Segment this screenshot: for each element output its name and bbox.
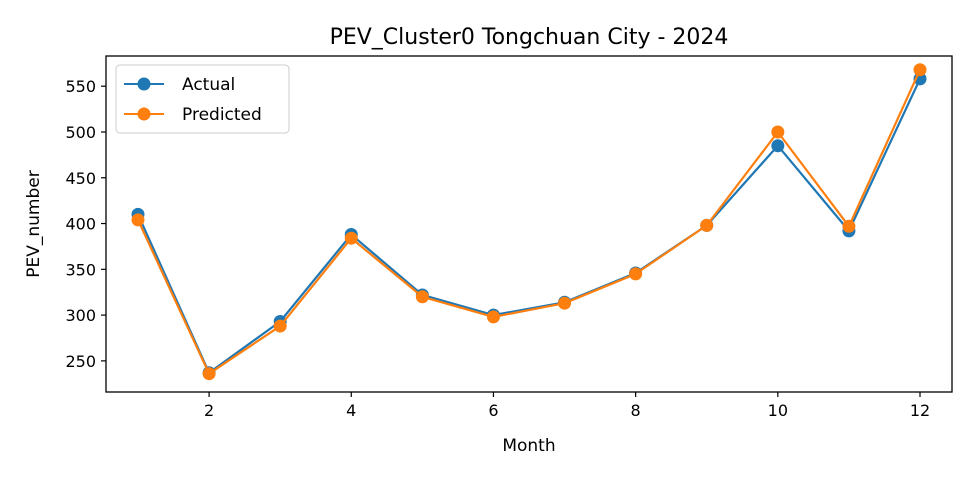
data-point-actual	[771, 139, 785, 153]
data-point-predicted	[558, 296, 572, 310]
y-tick-label: 450	[65, 169, 96, 188]
y-tick-label: 250	[65, 352, 96, 371]
y-tick-label: 500	[65, 123, 96, 142]
data-point-predicted	[771, 125, 785, 139]
data-point-predicted	[842, 219, 856, 233]
data-point-predicted	[273, 319, 287, 333]
y-tick-label: 350	[65, 260, 96, 279]
x-axis-label: Month	[502, 436, 555, 456]
legend-marker-actual	[137, 77, 151, 91]
data-point-predicted	[913, 63, 927, 77]
legend: Actual Predicted	[115, 64, 290, 134]
data-point-predicted	[131, 213, 145, 227]
data-point-predicted	[344, 231, 358, 245]
x-tick-label: 4	[346, 401, 356, 420]
data-point-predicted	[202, 367, 216, 381]
x-tick-label: 12	[910, 401, 930, 420]
data-point-predicted	[486, 310, 500, 324]
series-line-actual	[136, 78, 922, 374]
plot-area	[131, 63, 927, 381]
legend-frame	[115, 64, 290, 134]
legend-label-predicted: Predicted	[182, 105, 262, 125]
legend-marker-predicted	[137, 107, 151, 121]
y-axis: 250 300 350 400 450 500 550	[65, 77, 106, 371]
data-point-predicted	[629, 267, 643, 281]
x-axis: 2 4 6 8 10 12	[204, 392, 930, 420]
x-tick-label: 10	[768, 401, 788, 420]
legend-label-actual: Actual	[182, 75, 235, 95]
y-axis-label: PEV_number	[24, 170, 44, 277]
y-tick-label: 300	[65, 306, 96, 325]
x-tick-label: 2	[204, 401, 214, 420]
chart-title: PEV_Cluster0 Tongchuan City - 2024	[330, 25, 729, 50]
y-tick-label: 550	[65, 77, 96, 96]
data-point-predicted	[700, 218, 714, 232]
y-tick-label: 400	[65, 215, 96, 234]
x-tick-label: 6	[488, 401, 498, 420]
series-line-predicted	[136, 69, 922, 375]
x-tick-label: 8	[631, 401, 641, 420]
data-point-predicted	[415, 290, 429, 304]
